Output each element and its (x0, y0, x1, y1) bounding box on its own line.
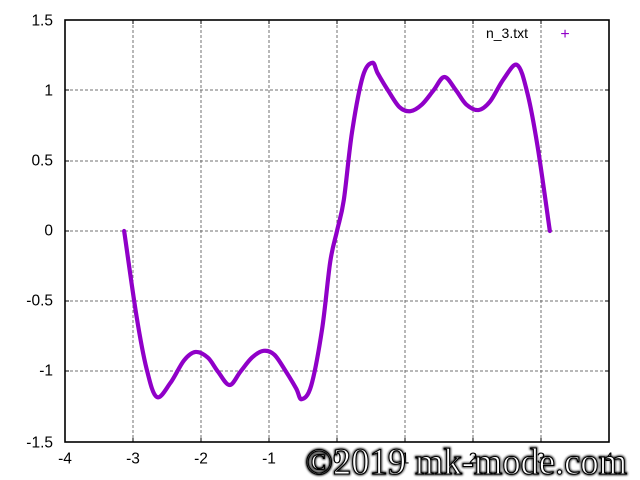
svg-text:1.5: 1.5 (31, 13, 53, 30)
svg-text:n_3.txt: n_3.txt (486, 25, 528, 41)
svg-text:-0.5: -0.5 (26, 293, 53, 310)
svg-text:-2: -2 (194, 451, 208, 468)
svg-text:1: 1 (44, 83, 53, 100)
svg-text:0.5: 0.5 (31, 153, 53, 170)
svg-text:-4: -4 (58, 451, 72, 468)
svg-text:-1: -1 (262, 451, 276, 468)
svg-text:-3: -3 (126, 451, 140, 468)
svg-text:-1: -1 (39, 363, 53, 380)
svg-text:-1.5: -1.5 (26, 435, 53, 452)
svg-text:©2019 mk-mode.com: ©2019 mk-mode.com (305, 441, 627, 480)
svg-text:0: 0 (44, 223, 53, 240)
svg-text:+: + (560, 26, 569, 43)
